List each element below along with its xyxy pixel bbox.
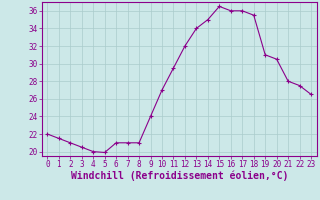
- X-axis label: Windchill (Refroidissement éolien,°C): Windchill (Refroidissement éolien,°C): [70, 171, 288, 181]
